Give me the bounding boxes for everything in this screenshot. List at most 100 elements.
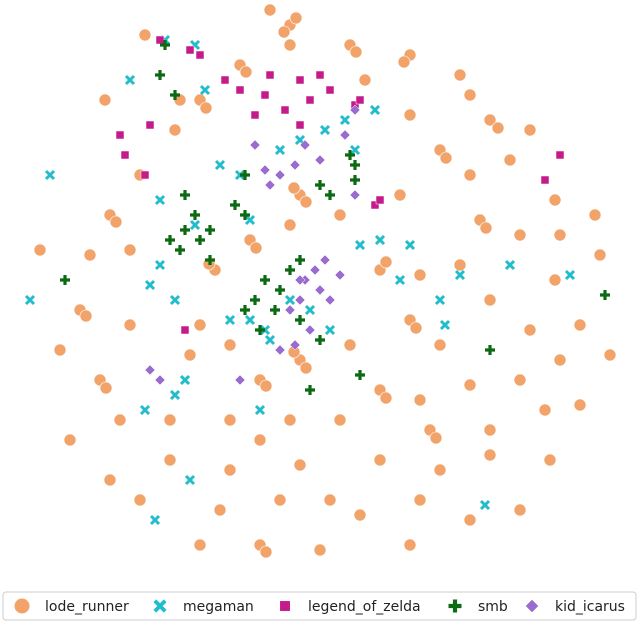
point	[254, 404, 266, 416]
point	[304, 304, 316, 316]
point	[354, 239, 366, 251]
point	[213, 503, 227, 517]
point	[179, 374, 191, 386]
legend-marker	[153, 599, 167, 613]
point	[193, 318, 207, 332]
point	[113, 413, 127, 427]
point	[53, 343, 67, 357]
point	[244, 314, 256, 326]
point	[249, 139, 261, 151]
legend-marker	[13, 597, 31, 615]
point	[264, 334, 276, 346]
point	[124, 74, 136, 86]
point	[79, 309, 93, 323]
point	[214, 159, 226, 171]
point	[185, 45, 195, 55]
point	[274, 169, 286, 181]
legend-marker	[525, 599, 539, 613]
point	[103, 473, 117, 487]
point	[433, 463, 447, 477]
point	[98, 93, 112, 107]
point	[183, 348, 197, 362]
point	[553, 228, 567, 242]
point	[333, 413, 347, 427]
point	[553, 353, 567, 367]
point	[284, 304, 296, 316]
point	[339, 114, 351, 126]
point	[284, 294, 296, 306]
point	[234, 374, 246, 386]
legend-label: megaman	[183, 599, 254, 615]
point	[483, 423, 497, 437]
legend-box	[2, 591, 637, 621]
point	[223, 338, 237, 352]
point	[334, 269, 346, 281]
legend-marker	[279, 600, 291, 612]
point	[483, 113, 497, 127]
point	[454, 269, 466, 281]
point	[429, 431, 443, 445]
point	[195, 50, 205, 60]
point	[99, 381, 113, 395]
point	[163, 453, 177, 467]
point	[463, 168, 477, 182]
point	[299, 139, 311, 151]
point	[479, 221, 493, 235]
point	[115, 130, 125, 140]
point	[295, 120, 305, 130]
point	[543, 453, 557, 467]
point	[169, 389, 181, 401]
point	[265, 70, 275, 80]
point	[180, 225, 190, 235]
point	[169, 294, 181, 306]
point	[155, 70, 165, 80]
point	[353, 508, 367, 522]
point	[324, 294, 336, 306]
point	[564, 269, 576, 281]
point	[314, 284, 326, 296]
point	[230, 200, 240, 210]
point	[299, 195, 313, 209]
point	[285, 265, 295, 275]
point	[369, 104, 381, 116]
point	[355, 95, 365, 105]
point	[345, 150, 355, 160]
point	[463, 378, 477, 392]
point	[270, 305, 280, 315]
point	[223, 463, 237, 477]
point	[259, 545, 273, 559]
point	[275, 285, 285, 295]
point	[588, 208, 602, 222]
point	[453, 68, 467, 82]
point	[294, 294, 306, 306]
point	[503, 153, 517, 167]
point	[180, 325, 190, 335]
point	[199, 84, 211, 96]
point	[603, 348, 617, 362]
point	[244, 214, 256, 226]
point	[349, 144, 361, 156]
point	[60, 275, 70, 285]
point	[274, 144, 286, 156]
point	[170, 90, 180, 100]
point	[205, 225, 215, 235]
point	[413, 493, 427, 507]
point	[205, 255, 215, 265]
point	[305, 95, 315, 105]
point	[325, 190, 335, 200]
point	[433, 338, 447, 352]
point	[413, 268, 427, 282]
point	[373, 453, 387, 467]
point	[240, 210, 250, 220]
point	[293, 458, 307, 472]
point	[259, 379, 273, 393]
point	[239, 65, 253, 79]
point	[289, 11, 303, 25]
point	[513, 228, 527, 242]
point	[120, 150, 130, 160]
point	[463, 513, 477, 527]
point	[483, 293, 497, 307]
point	[350, 175, 360, 185]
point	[199, 101, 213, 115]
point	[123, 243, 137, 257]
